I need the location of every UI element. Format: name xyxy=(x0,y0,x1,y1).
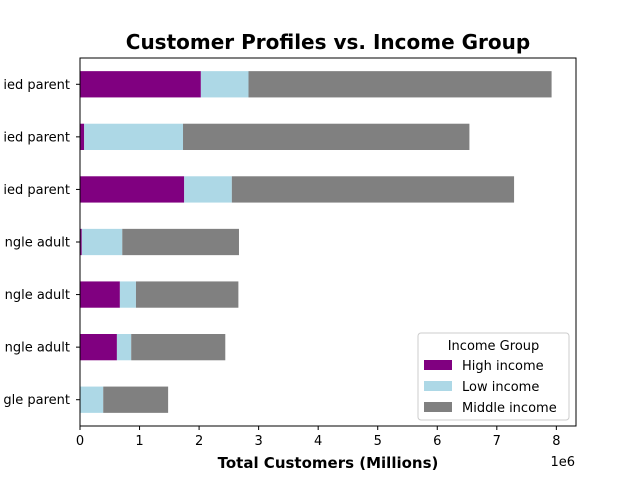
bar-low-income-5 xyxy=(116,334,132,361)
x-tick-label: 1 xyxy=(135,434,143,449)
legend-swatch xyxy=(424,402,452,412)
plot-area xyxy=(80,71,552,413)
x-axis-label: Total Customers (Millions) xyxy=(218,454,439,472)
legend-label: Low income xyxy=(462,380,539,395)
x-tick-label: 6 xyxy=(433,434,441,449)
x-tick-label: 4 xyxy=(314,434,322,449)
y-tick-label: ngle adult xyxy=(5,236,70,251)
x-tick-label: 3 xyxy=(254,434,262,449)
bar-low-income-6 xyxy=(80,386,104,413)
bar-middle-income-0 xyxy=(248,71,552,98)
bar-middle-income-1 xyxy=(183,123,470,150)
legend-swatch xyxy=(424,381,452,391)
bar-middle-income-5 xyxy=(131,334,226,361)
bar-high-income-3 xyxy=(80,228,82,256)
x-axis-offset-label: 1e6 xyxy=(550,455,575,470)
axes: ied parent ied parent ied parent ngle adult… xyxy=(3,57,577,449)
bar-low-income-3 xyxy=(81,228,123,256)
bar-middle-income-2 xyxy=(231,176,515,203)
bar-high-income-2 xyxy=(80,176,185,203)
legend-title: Income Group xyxy=(448,339,540,354)
legend: Income Group High income Low income Middle … xyxy=(417,332,570,421)
bar-low-income-0 xyxy=(200,71,249,98)
y-tick-label: ied parent xyxy=(3,183,70,198)
bar-low-income-4 xyxy=(119,281,136,308)
y-tick-label: ied parent xyxy=(3,78,70,93)
y-tick-label: ngle adult xyxy=(5,288,70,303)
bar-low-income-2 xyxy=(184,176,232,203)
legend-box xyxy=(417,332,570,421)
bar-high-income-0 xyxy=(80,71,201,98)
legend-label: Middle income xyxy=(462,401,557,416)
bar-low-income-1 xyxy=(84,123,184,150)
x-tick-label: 8 xyxy=(552,434,560,449)
legend-swatch xyxy=(424,360,452,370)
bar-middle-income-6 xyxy=(103,386,169,413)
bar-high-income-4 xyxy=(80,281,120,308)
x-tick-label: 0 xyxy=(76,434,84,449)
bar-middle-income-4 xyxy=(135,281,239,308)
x-tick-label: 2 xyxy=(195,434,203,449)
bar-high-income-1 xyxy=(80,123,85,150)
y-tick-label: gle parent xyxy=(3,393,70,408)
chart-title: Customer Profiles vs. Income Group xyxy=(126,30,530,54)
bar-high-income-5 xyxy=(80,334,117,361)
plot-frame xyxy=(79,57,577,427)
legend-label: High income xyxy=(462,359,544,374)
x-tick-label: 7 xyxy=(493,434,501,449)
x-tick-label: 5 xyxy=(374,434,382,449)
y-tick-label: ied parent xyxy=(3,130,70,145)
bar-middle-income-3 xyxy=(122,228,239,256)
y-tick-label: ngle adult xyxy=(5,341,70,356)
